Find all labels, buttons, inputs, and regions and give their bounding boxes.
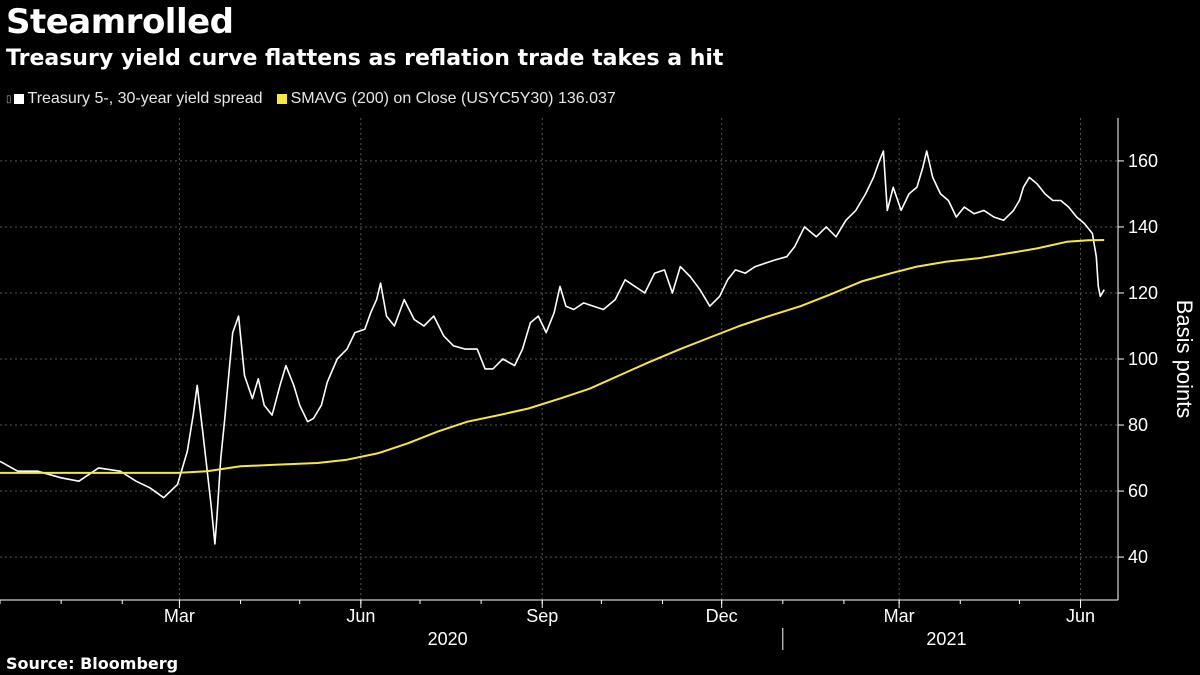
legend-label-spread: Treasury 5-, 30-year yield spread <box>27 90 263 107</box>
axis-labels: 40 60 80 100 120 140 160 Mar Jun Sep Dec Mar Jun 2020… <box>164 151 1197 649</box>
grid <box>0 118 1118 600</box>
chart-title: Steamrolled <box>6 2 234 42</box>
y-tick-label: 60 <box>1128 481 1148 501</box>
chart-subtitle: Treasury yield curve flattens as reflati… <box>6 46 724 71</box>
x-year-label: 2020 <box>428 629 468 649</box>
x-tick-label: Jun <box>1066 606 1095 626</box>
y-tick-label: 120 <box>1128 283 1158 303</box>
x-tick-label: Jun <box>346 606 375 626</box>
series-sma-line <box>0 239 1105 474</box>
legend-label-sma: SMAVG (200) on Close (USYC5Y30) 136.037 <box>290 90 616 107</box>
legend-item-spread: ▯ Treasury 5-, 30-year yield spread <box>6 90 263 108</box>
y-axis-title: Basis points <box>1172 300 1197 419</box>
y-tick-label: 100 <box>1128 349 1158 369</box>
x-tick-label: Mar <box>884 606 915 626</box>
axes <box>0 118 1124 650</box>
x-year-label: 2021 <box>926 629 966 649</box>
series-layer <box>0 150 1105 545</box>
x-tick-label: Sep <box>526 606 558 626</box>
x-tick-label: Mar <box>164 606 195 626</box>
y-tick-label: 140 <box>1128 217 1158 237</box>
legend-swatch-sma <box>276 94 287 104</box>
y-tick-label: 40 <box>1128 547 1148 567</box>
candle-icon: ▯ <box>6 93 12 105</box>
x-tick-label: Dec <box>706 606 738 626</box>
series-spread-line <box>0 150 1105 545</box>
legend-swatch-spread <box>13 94 24 104</box>
legend-item-sma: SMAVG (200) on Close (USYC5Y30) 136.037 <box>276 90 616 108</box>
y-tick-label: 160 <box>1128 151 1158 171</box>
source-note: Source: Bloomberg <box>6 654 179 673</box>
legend: ▯ Treasury 5-, 30-year yield spread SMAV… <box>6 90 630 108</box>
y-tick-label: 80 <box>1128 415 1148 435</box>
